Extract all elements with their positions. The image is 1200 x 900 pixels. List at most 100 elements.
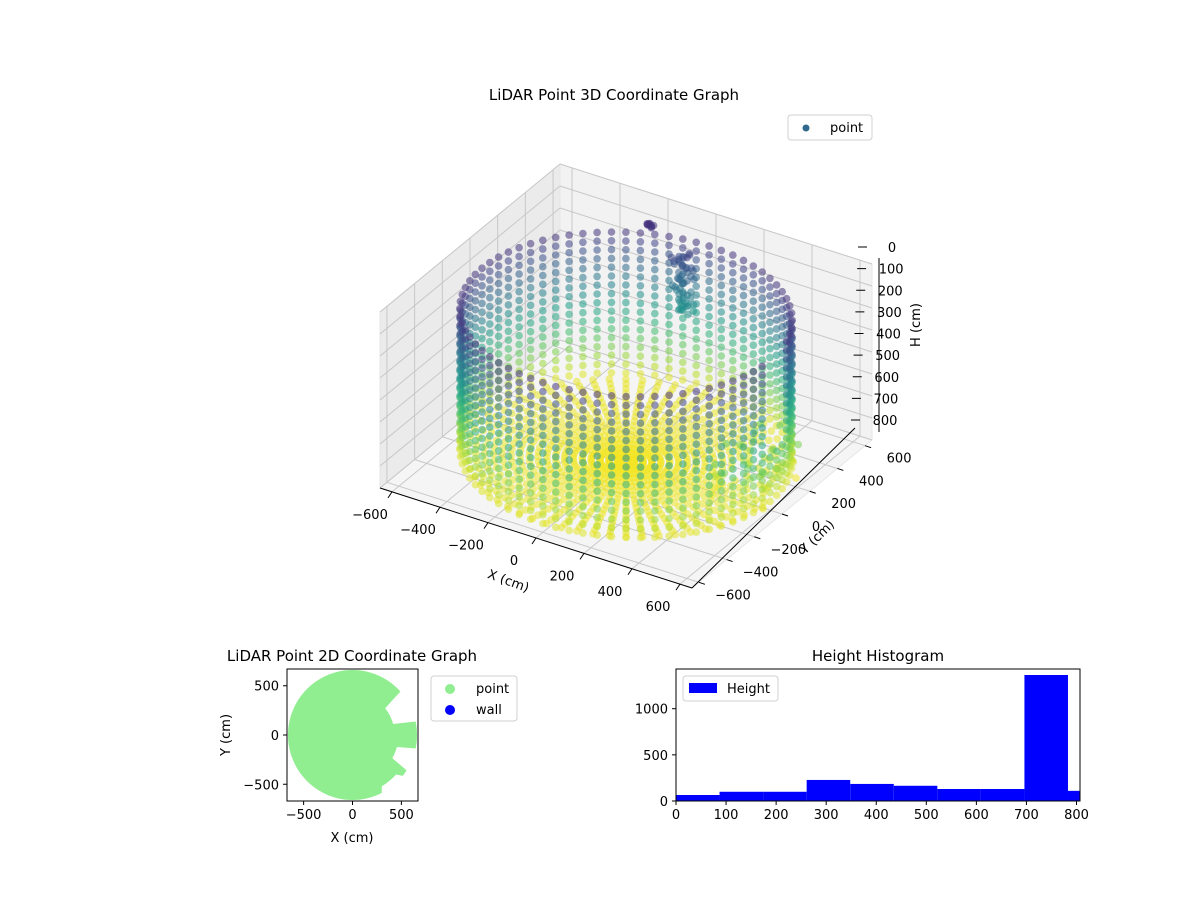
point-marker (692, 502, 701, 510)
svg-text:500: 500 (914, 808, 939, 823)
point-marker (607, 281, 616, 289)
point-marker (515, 279, 523, 287)
point-marker (665, 241, 673, 250)
point-marker (565, 438, 573, 447)
svg-text:−400: −400 (400, 523, 436, 538)
point-marker (739, 372, 748, 381)
point-marker (679, 398, 687, 407)
point-marker (692, 466, 701, 475)
point-marker (739, 327, 748, 335)
svg-text:500: 500 (389, 808, 414, 823)
point-marker (687, 493, 695, 502)
point-marker (486, 432, 494, 440)
point-marker (526, 401, 535, 409)
point-marker (607, 325, 616, 333)
point-marker (679, 389, 687, 398)
point-marker (515, 449, 523, 457)
point-marker (651, 436, 659, 445)
point-marker (705, 507, 713, 516)
point-marker (607, 316, 616, 324)
point-marker (526, 462, 535, 471)
point-marker (607, 342, 616, 351)
point-marker (665, 523, 673, 532)
svg-text:400: 400 (864, 808, 889, 823)
point-marker (565, 319, 573, 327)
histogram-bar (937, 789, 981, 801)
point-marker (717, 361, 726, 369)
point-marker (749, 367, 758, 376)
point-marker (766, 453, 774, 462)
point-marker (552, 391, 560, 400)
point-marker (679, 244, 687, 252)
point-marker (729, 421, 737, 429)
point-marker (717, 442, 726, 451)
point-marker (478, 282, 486, 290)
point-marker (636, 489, 645, 498)
point-marker (478, 364, 486, 372)
point-marker (504, 452, 513, 461)
point-marker (705, 321, 713, 330)
point-marker (651, 230, 659, 239)
point-marker (782, 416, 791, 425)
point-marker (766, 274, 774, 283)
point-marker (461, 283, 470, 292)
point-marker (515, 287, 523, 296)
point-marker (526, 310, 535, 318)
point-marker (552, 488, 560, 496)
point-marker (705, 384, 713, 393)
point-marker (607, 506, 616, 514)
point-marker (622, 272, 630, 281)
point-marker (478, 425, 486, 434)
point-marker (494, 262, 503, 270)
histogram-title: Height Histogram (812, 647, 944, 665)
point-marker (679, 486, 687, 495)
point-marker (671, 530, 679, 539)
point-marker (494, 288, 503, 297)
svg-text:−200: −200 (448, 539, 484, 554)
point-marker (749, 359, 758, 367)
point-marker (717, 522, 726, 530)
point-marker (494, 376, 503, 385)
point-marker (607, 228, 616, 236)
point-marker (766, 318, 774, 327)
svg-text:800: 800 (873, 414, 898, 429)
point-marker (692, 238, 700, 247)
point-marker (607, 418, 616, 427)
point-marker (636, 264, 645, 273)
point-marker (607, 254, 616, 263)
point-marker (705, 411, 713, 419)
point-marker (705, 286, 713, 294)
point-marker (636, 481, 645, 489)
chart-3d-legend: point (787, 114, 873, 141)
point-marker (749, 306, 758, 314)
point-marker (593, 496, 601, 504)
point-marker (494, 297, 503, 305)
point-marker (494, 499, 503, 508)
point-marker (739, 399, 748, 407)
point-marker (699, 500, 707, 508)
point-marker (515, 323, 523, 331)
point-marker (504, 391, 513, 399)
point-marker (504, 265, 513, 274)
point-marker (515, 243, 523, 252)
point-marker (471, 436, 480, 445)
point-marker (551, 348, 560, 356)
point-marker (478, 469, 486, 478)
point-marker (504, 417, 513, 426)
svg-text:−400: −400 (743, 566, 779, 581)
point-marker (515, 413, 523, 422)
point-marker (778, 287, 786, 296)
point-marker (478, 452, 486, 460)
point-marker (782, 434, 791, 442)
legend-point-label-2d: point (476, 682, 509, 697)
point-marker (526, 445, 535, 453)
svg-text:−600: −600 (352, 508, 388, 523)
point-marker (579, 229, 587, 238)
point-marker (651, 353, 659, 362)
point-marker (504, 353, 513, 362)
point-marker (486, 379, 494, 388)
svg-text:600: 600 (874, 371, 899, 386)
chart-3d-title: LiDAR Point 3D Coordinate Graph (489, 86, 739, 104)
point-marker (539, 510, 547, 519)
point-marker (729, 348, 737, 356)
